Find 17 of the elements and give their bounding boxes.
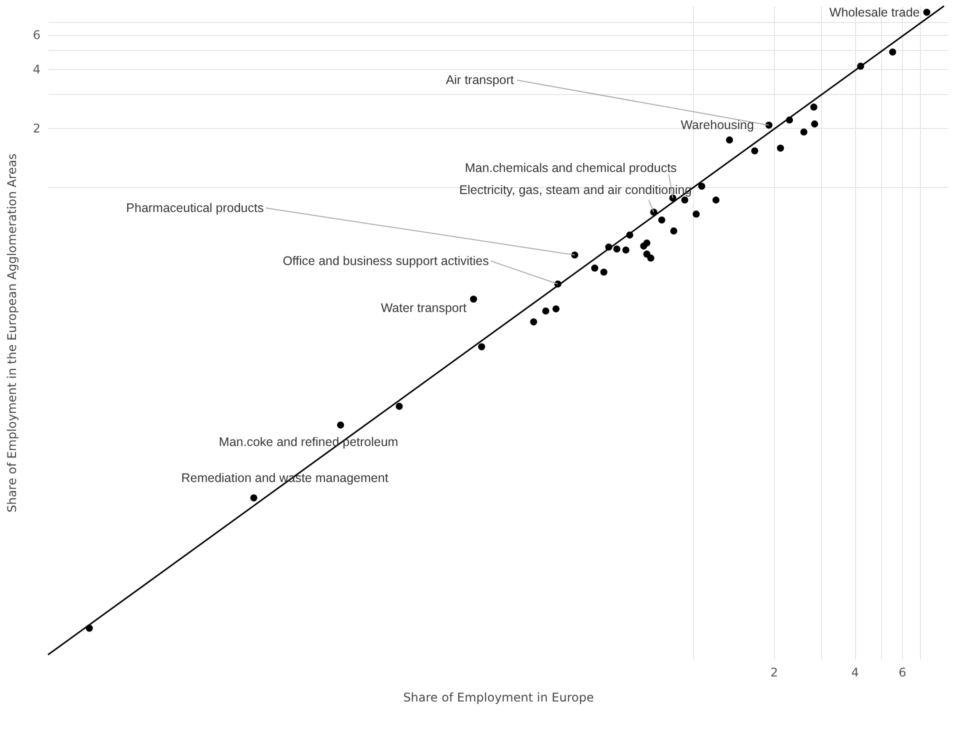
x-tick-label: 6 bbox=[898, 666, 906, 680]
y-axis-title: Share of Employment in the European Agglomeration Areas bbox=[4, 153, 19, 513]
annotation: Wholesale trade bbox=[829, 5, 920, 20]
annotation: Electricity, gas, steam and air conditioning bbox=[459, 183, 692, 198]
annotation: Office and business support activities bbox=[282, 254, 489, 268]
annotation: Water transport bbox=[380, 301, 468, 316]
annotation: Pharmaceutical products bbox=[126, 201, 264, 216]
x-axis-title: Share of Employment in Europe bbox=[403, 690, 594, 704]
y-tick-label: 4 bbox=[32, 62, 40, 77]
x-tick-label: 2 bbox=[770, 666, 778, 680]
x-tick-label: 4 bbox=[851, 666, 859, 680]
annotation: Warehousing bbox=[680, 118, 754, 132]
annotation: Man.chemicals and chemical products bbox=[464, 161, 677, 176]
y-tick-label: 6 bbox=[32, 28, 40, 42]
y-tick-label: 2 bbox=[32, 122, 40, 136]
annotation: Air transport bbox=[446, 73, 514, 88]
annotation: Man.coke and refined petroleum bbox=[218, 435, 398, 450]
